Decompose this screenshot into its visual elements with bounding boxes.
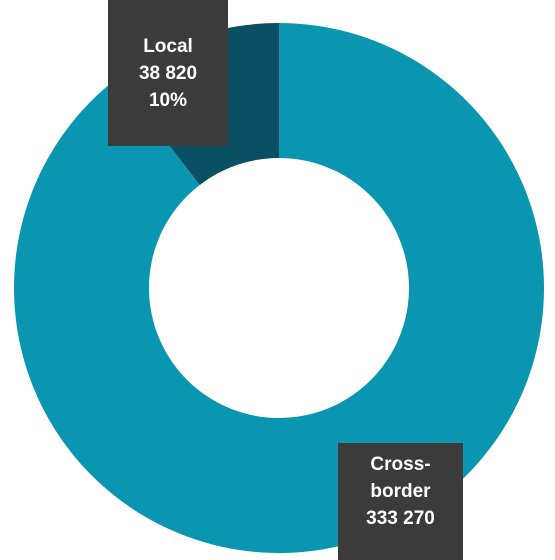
slice-cross-border (13, 23, 545, 553)
data-label-local-category: Local (143, 35, 193, 57)
data-label-cross-border-category-line1: Cross- (370, 454, 431, 475)
data-label-local-percent: 10% (148, 89, 188, 111)
data-label-cross-border-value: 333 270 (366, 508, 435, 529)
data-label-local-value: 38 820 (138, 62, 198, 84)
data-label-cross-border: Cross- border 333 270 (338, 443, 463, 560)
data-label-local: Local 38 820 10% (108, 0, 228, 146)
data-label-cross-border-category-line2: border (370, 481, 431, 502)
